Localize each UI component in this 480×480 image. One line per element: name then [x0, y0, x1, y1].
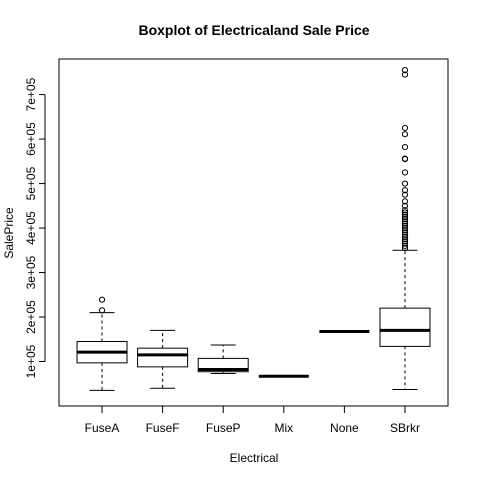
x-axis-label: Electrical	[230, 451, 279, 465]
outlier-point	[401, 191, 409, 198]
outlier-point	[401, 71, 409, 78]
x-tick-label: Mix	[274, 421, 293, 435]
x-tick-label: None	[330, 421, 359, 435]
outlier-point	[98, 307, 106, 314]
y-tick-label: 3e+05	[24, 255, 38, 289]
box-fusea	[76, 296, 128, 391]
outlier-point	[401, 229, 409, 236]
outlier-point	[401, 244, 409, 252]
x-tick-label: SBrkr	[390, 421, 420, 435]
outlier-point	[401, 207, 409, 214]
x-axis: FuseA FuseF FuseP Mix None SBrkr	[85, 405, 420, 435]
outlier-point	[401, 67, 409, 74]
chart-title: Boxplot of Electricaland Sale Price	[138, 22, 369, 38]
outlier-point	[401, 242, 409, 249]
outlier-point	[401, 218, 409, 225]
box-sbrkr	[379, 67, 431, 391]
outlier-point	[401, 236, 409, 243]
outlier-point	[401, 202, 409, 209]
y-axis: 1e+05 2e+05 3e+05 4e+05 5e+05 6e+05 7e+05	[24, 77, 46, 378]
box-iqr	[379, 307, 431, 347]
outlier-point	[401, 143, 409, 151]
outlier-point	[401, 198, 409, 205]
outlier-point	[401, 220, 409, 227]
outlier-point	[401, 155, 409, 162]
outlier-point	[401, 227, 409, 234]
y-tick-label: 2e+05	[24, 300, 38, 334]
outlier-point	[401, 124, 409, 132]
outlier-point	[401, 187, 409, 194]
outlier-point	[401, 222, 409, 229]
y-tick-label: 1e+05	[24, 344, 38, 378]
outlier-point	[401, 216, 409, 223]
y-tick-label: 5e+05	[24, 166, 38, 200]
x-tick-label: FuseF	[146, 421, 180, 435]
y-tick-label: 7e+05	[24, 77, 38, 111]
outlier-point	[98, 296, 106, 303]
outlier-point	[401, 180, 409, 187]
outlier-point	[401, 211, 409, 218]
y-axis-label: SalePrice	[2, 207, 16, 259]
outlier-point	[401, 209, 409, 216]
box-iqr	[137, 347, 189, 368]
outlier-point	[401, 213, 409, 221]
outlier-point	[401, 238, 409, 245]
y-tick-label: 4e+05	[24, 211, 38, 245]
boxes-group	[76, 67, 431, 391]
x-tick-label: FuseA	[85, 421, 120, 435]
outlier-point	[401, 169, 409, 176]
outlier-point	[401, 131, 409, 138]
x-tick-label: FuseP	[206, 421, 241, 435]
outlier-point	[401, 231, 409, 238]
box-fusef	[137, 329, 189, 389]
outlier-point	[401, 233, 409, 241]
outlier-point	[401, 224, 409, 232]
box-fusep	[197, 344, 249, 375]
outlier-point	[401, 240, 409, 247]
y-tick-label: 6e+05	[24, 122, 38, 156]
